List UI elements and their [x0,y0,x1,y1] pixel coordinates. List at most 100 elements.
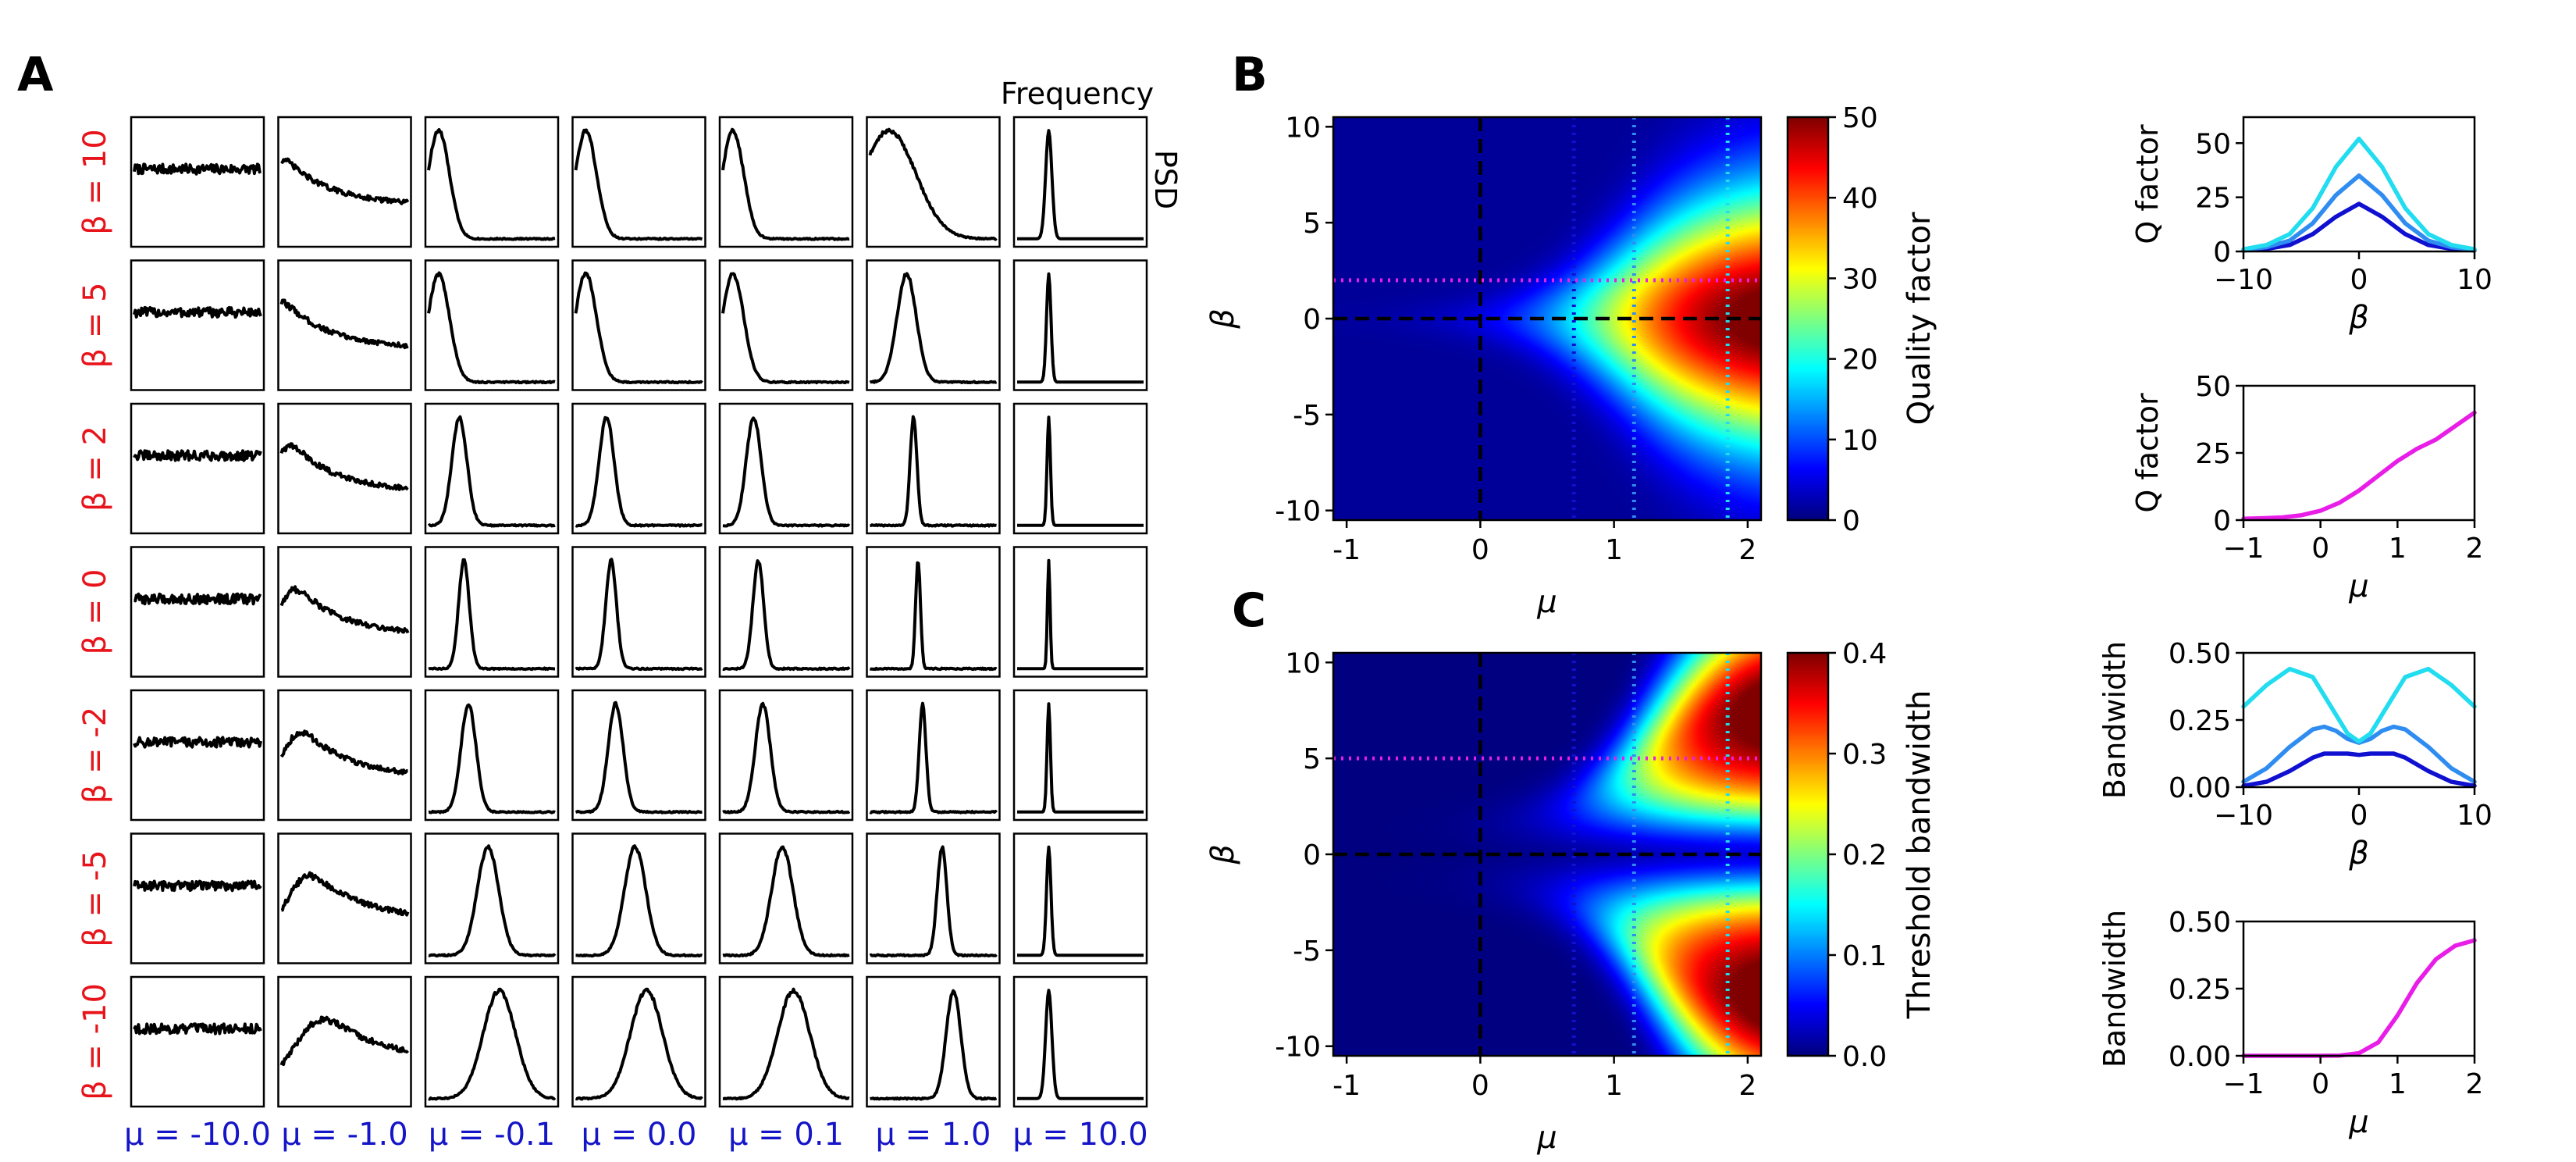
x-tick-label: 1 [1605,534,1623,566]
y-tick-label: 0.00 [2169,1041,2231,1073]
psd-curve [280,157,410,205]
colorbar-tick-label: 0.0 [1842,1041,1887,1073]
colorbar-b-label: Quality factor [1902,212,1937,425]
colorbar-tick-label: 0 [1842,505,1860,537]
row-label: β = 2 [77,426,113,511]
x-tick-label: 2 [1738,1070,1756,1102]
psd-curve [722,987,850,1101]
psd-cell [571,832,706,964]
psd-cell-frame [277,116,412,248]
row-label: β = -10 [77,983,113,1100]
psd-cell-frame [1012,116,1148,248]
psd-cell-frame [1012,975,1148,1108]
psd-cell [718,832,854,964]
x-tick-label: 10 [2457,264,2492,296]
row-label: β = -5 [77,850,113,946]
y-axis-label: Bandwidth [2097,910,2132,1068]
panel-a-right-label: PSD [1148,150,1183,209]
psd-cell [718,259,854,391]
psd-curve [133,449,262,462]
threshold-bandwidth-heatmap-overlay [1333,653,1761,1056]
psd-cell [571,116,706,248]
x-tick-label: 0 [2311,533,2329,565]
psd-curve [575,987,703,1101]
psd-cell-frame [424,259,560,391]
psd-curve [279,442,409,491]
psd-cell [866,259,1001,391]
psd-curve [721,272,850,385]
x-tick-label: 2 [2466,1068,2484,1100]
psd-curve [133,305,262,319]
col-labels: μ = -10.0 μ = -1.0 μ = -0.1 μ = 0.0 μ = 0.1 μ… [124,1117,1148,1153]
psd-cell-frame [130,116,265,248]
psd-curve [427,128,556,241]
psd-curve [869,701,998,814]
psd-cell-frame [277,402,412,535]
x-tick-label: 0 [2311,1068,2329,1100]
colorbar-tick-label: 0.1 [1842,940,1887,972]
psd-curve [279,585,410,634]
series-line [2241,751,2477,789]
y-tick-label: -10 [1275,496,1321,528]
psd-cell-frame [866,402,1001,535]
psd-cell-frame [718,402,854,535]
psd-curve [574,128,703,241]
psd-cell-frame [130,259,265,391]
y-axis-label: Q factor [2130,393,2165,513]
psd-cell [1012,832,1148,964]
psd-cell [866,975,1001,1108]
psd-cell [277,832,412,964]
x-tick-label: -1 [1332,1070,1361,1102]
psd-curve [722,559,851,672]
row-label: β = -2 [77,707,113,804]
line-plot-frame [2242,920,2476,1057]
psd-cell-frame [130,402,265,535]
x-tick-label: −10 [2214,800,2273,832]
psd-curve [428,844,557,958]
psd-curve [428,558,556,672]
psd-cell [718,402,854,535]
psd-cell [1012,689,1148,822]
y-axis-label: Q factor [2130,124,2165,244]
colorbar-b-frame [1786,116,1830,522]
psd-curve [133,162,262,176]
colorbar-tick-label: 0.3 [1842,739,1887,771]
psd-cell-frame [718,546,854,678]
colorbar-tick-label: 0.4 [1842,638,1887,670]
psd-cell-frame [1012,546,1148,678]
psd-cell [866,546,1001,678]
psd-curve [869,415,998,528]
psd-curve [280,871,410,917]
y-tick-label: 0.25 [2169,705,2231,737]
psd-curve [575,700,703,814]
psd-cell [277,259,412,391]
line-plot-C2: −1 0 1 2 0.00 0.25 0.50 μ Bandwidth [2097,907,2483,1140]
psd-cell [1012,402,1148,535]
x-tick-label: -1 [1332,534,1361,566]
panel-label-a: A [17,48,54,102]
series-line [2241,173,2477,252]
series-line [2241,136,2477,251]
x-tick-label: 1 [2389,1068,2407,1100]
col-label: μ = 0.0 [581,1117,696,1153]
psd-cell-frame [718,116,854,248]
y-tick-label: -5 [1293,400,1321,432]
psd-curve [427,415,556,528]
y-tick-label: 5 [1303,208,1321,240]
x-tick-label: 1 [2389,533,2407,565]
line-plot-C1: −10 0 10 0.00 0.25 0.50 β Bandwidth [2097,638,2492,872]
y-tick-label: 25 [2195,438,2231,470]
psd-cell-frame [571,546,706,678]
psd-cell-frame [1012,259,1148,391]
psd-cell [277,546,412,678]
psd-curve [1016,702,1144,814]
x-tick-label: −1 [2222,1068,2264,1100]
colorbar-tick-label: 50 [1842,102,1878,134]
psd-cell [424,116,560,248]
psd-curve [869,272,998,385]
psd-cell [571,689,706,822]
psd-cell [571,546,706,678]
y-tick-label: 0 [1303,839,1321,872]
psd-cell-frame [866,259,1001,391]
